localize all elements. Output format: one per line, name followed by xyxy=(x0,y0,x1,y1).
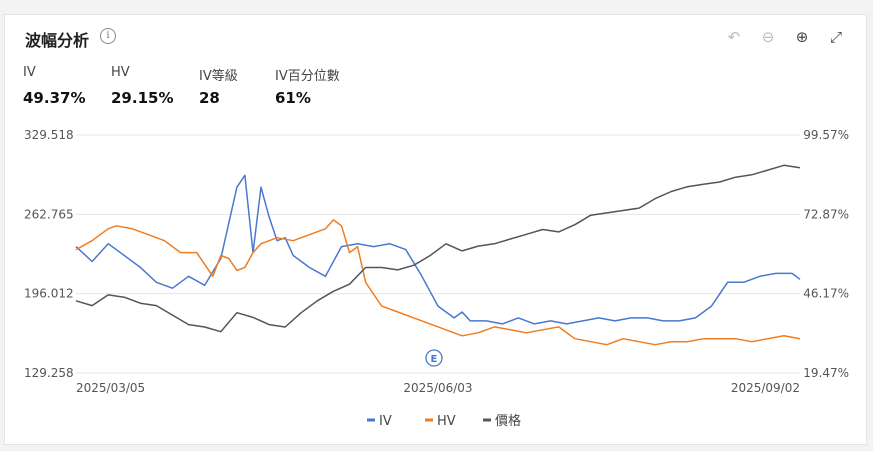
stat-iv-percentile: IV百分位數 61% xyxy=(275,65,385,107)
x-axis: 2025/03/05 2025/06/03 2025/09/02 xyxy=(76,381,800,395)
earnings-marker xyxy=(425,349,443,367)
y-axis-left: 329.518 262.765 196.012 129.258 xyxy=(24,128,74,380)
stat-iv-rank: IV等級 28 xyxy=(199,65,275,107)
x-tick-label: 2025/06/03 xyxy=(403,381,472,395)
stat-iv-percentile-value: 61% xyxy=(275,89,311,107)
x-tick-label: 2025/09/02 xyxy=(731,381,800,395)
y-right-tick-label: 99.57% xyxy=(803,128,849,142)
y-left-tick-label: 329.518 xyxy=(24,128,74,142)
series-line-hv xyxy=(75,219,801,346)
series-line-price xyxy=(75,164,801,333)
stat-hv-value: 29.15% xyxy=(111,89,174,107)
stat-iv-rank-value: 28 xyxy=(199,89,220,107)
y-left-tick-label: 262.765 xyxy=(24,207,74,221)
earnings-marker-group: E xyxy=(425,349,443,367)
page-title: 波幅分析 xyxy=(25,31,90,50)
y-right-tick-label: 46.17% xyxy=(803,287,849,301)
stat-iv: IV 49.37% xyxy=(23,65,111,107)
earnings-marker-label: E xyxy=(431,354,438,365)
stat-hv: HV 29.15% xyxy=(111,65,199,107)
stat-iv-label: IV xyxy=(23,65,36,80)
y-left-tick-label: 129.258 xyxy=(24,366,74,380)
zoom-out-icon[interactable]: ⊖ xyxy=(761,28,775,46)
stats-row: IV 49.37% HV 29.15% IV等級 28 IV百分位數 61% xyxy=(23,65,385,107)
y-right-tick-label: 72.87% xyxy=(803,207,849,221)
x-tick-label: 2025/03/05 xyxy=(76,381,145,395)
y-axis-right: 99.57% 72.87% 46.17% 19.47% xyxy=(803,128,849,380)
info-icon[interactable]: i xyxy=(100,28,116,44)
stat-hv-label: HV xyxy=(111,65,130,80)
legend-label: 價格 xyxy=(495,413,521,429)
legend-label: IV xyxy=(379,414,392,429)
legend-label: HV xyxy=(437,414,456,429)
chart-series xyxy=(75,164,801,346)
series-line-iv xyxy=(75,174,801,325)
chart-toolbar: ↶ ⊖ ⊕ ⤢ xyxy=(724,27,846,47)
y-right-tick-label: 19.47% xyxy=(803,366,849,380)
fullscreen-icon[interactable]: ⤢ xyxy=(829,28,842,46)
stat-iv-value: 49.37% xyxy=(23,89,86,107)
chart-grid xyxy=(76,134,800,374)
stat-iv-rank-label: IV等級 xyxy=(199,69,238,84)
stat-iv-percentile-label: IV百分位數 xyxy=(275,69,340,84)
undo-icon[interactable]: ↶ xyxy=(727,28,741,46)
y-left-tick-label: 196.012 xyxy=(24,287,74,301)
zoom-in-icon[interactable]: ⊕ xyxy=(795,28,809,46)
chart-legend: IV HV 價格 xyxy=(367,413,521,429)
